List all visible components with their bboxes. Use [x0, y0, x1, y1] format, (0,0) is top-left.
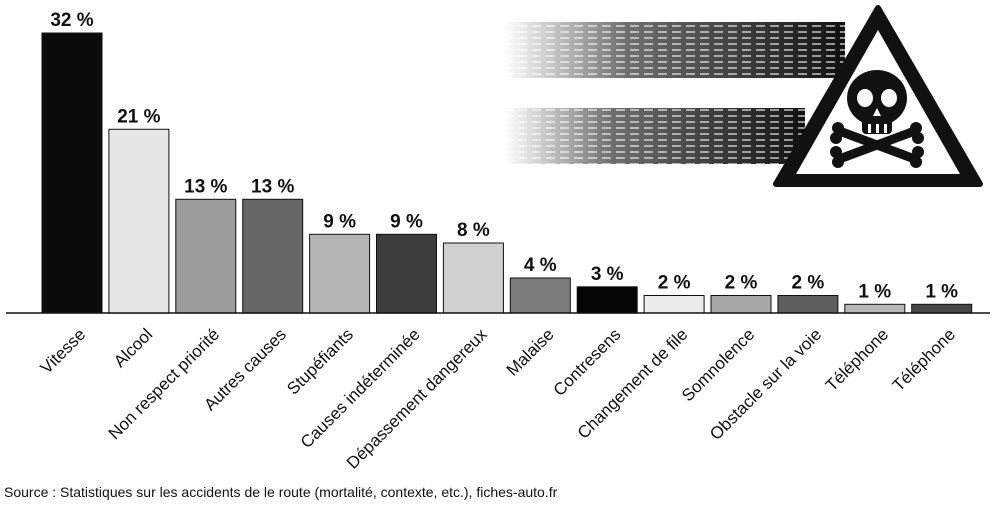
bar-9: [576, 286, 638, 314]
bar-13: [844, 303, 906, 314]
value-label-11: 2 %: [725, 273, 758, 294]
tire-track-top: [505, 22, 845, 78]
category-label-5: Stupéfiants: [283, 325, 357, 399]
bar-1: [41, 32, 103, 314]
category-label-14: Téléphone: [889, 325, 959, 395]
bars-group: [41, 32, 973, 314]
bar-3: [175, 198, 237, 314]
bar-chart: 32 % 21 % 13 % 13 % 9 % 9 % 8 % 4 % 3 % 2 % 2 % 2 %…: [6, 5, 990, 473]
skull-crossbones-warning-icon: [773, 5, 983, 187]
bar-10: [643, 295, 705, 314]
value-label-1: 32 %: [50, 10, 93, 31]
bar-8: [509, 277, 571, 314]
category-label-3: Non respect priorité: [105, 325, 223, 443]
value-label-5: 9 %: [323, 211, 356, 232]
value-label-10: 2 %: [658, 273, 691, 294]
category-label-6: Causes indéterminée: [297, 325, 424, 452]
category-label-2: Alcool: [110, 325, 156, 371]
value-label-9: 3 %: [591, 264, 624, 285]
value-label-3: 13 %: [184, 176, 227, 197]
bar-7: [442, 242, 504, 314]
source-note: Source : Statistiques sur les accidents …: [4, 484, 558, 500]
value-label-6: 9 %: [390, 211, 423, 232]
value-label-14: 1 %: [925, 281, 958, 302]
tire-track-bottom: [505, 108, 805, 164]
bar-4: [242, 198, 304, 314]
bar-5: [309, 233, 371, 314]
category-label-10: Changement de file: [574, 325, 692, 443]
category-label-7: Dépassement dangereux: [343, 325, 491, 473]
value-label-2: 21 %: [117, 106, 160, 127]
bar-2: [108, 128, 170, 314]
bar-11: [710, 295, 772, 314]
value-label-13: 1 %: [858, 281, 891, 302]
category-label-12: Obstacle sur la voie: [706, 325, 825, 444]
value-label-8: 4 %: [524, 255, 557, 276]
category-label-8: Malaise: [503, 325, 558, 380]
value-label-7: 8 %: [457, 220, 490, 241]
bar-12: [777, 295, 839, 314]
category-label-1: Vitesse: [37, 325, 90, 378]
value-label-4: 13 %: [251, 176, 294, 197]
value-label-12: 2 %: [792, 273, 825, 294]
category-label-13: Téléphone: [822, 325, 892, 395]
bar-14: [911, 303, 973, 314]
value-labels-group: 32 % 21 % 13 % 13 % 9 % 9 % 8 % 4 % 3 % 2 % 2 % 2 %…: [50, 10, 958, 302]
warning-illustration: [505, 5, 983, 187]
bar-6: [376, 233, 437, 314]
